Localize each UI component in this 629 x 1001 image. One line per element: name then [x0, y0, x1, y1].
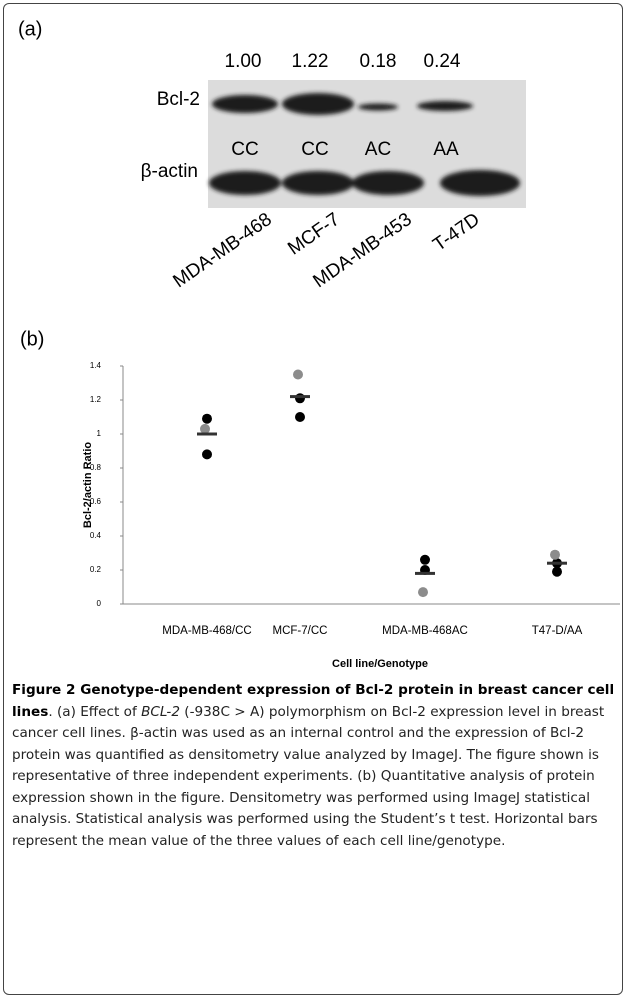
x-tick-label: MDA-MB-468AC	[382, 625, 468, 637]
data-point	[418, 587, 428, 597]
cell-line-label: T-47D	[429, 209, 483, 256]
cell-line-label: MCF-7	[284, 209, 344, 260]
mean-bar	[197, 433, 217, 436]
data-point	[550, 550, 560, 560]
data-point	[202, 414, 212, 424]
genotype-label: AA	[433, 139, 459, 160]
caption-gene: BCL-2	[141, 704, 180, 720]
y-tick-label: 1.2	[90, 395, 102, 404]
figure-caption: Figure 2 Genotype-dependent expression o…	[12, 680, 620, 852]
x-axis-title: Cell line/Genotype	[332, 658, 428, 670]
mean-bar	[290, 395, 310, 398]
x-tick-label: MDA-MB-468/CC	[162, 625, 251, 637]
mean-bar	[415, 572, 435, 575]
row-label: β-actin	[141, 161, 198, 182]
data-point	[200, 424, 210, 434]
cell-line-label: MDA-MB-468	[169, 209, 275, 292]
y-tick-label: 0.4	[90, 531, 102, 540]
densitometry-value: 0.18	[360, 51, 397, 72]
y-tick-label: 0	[97, 599, 102, 608]
densitometry-value: 1.00	[225, 51, 262, 72]
panel-label: (a)	[18, 18, 42, 40]
densitometry-value: 1.22	[292, 51, 329, 72]
y-tick-label: 1	[97, 429, 102, 438]
data-point	[293, 370, 303, 380]
y-axis-title: Bcl-2/actin Ratio	[82, 442, 94, 528]
y-tick-label: 0.2	[90, 565, 102, 574]
densitometry-value: 0.24	[424, 51, 461, 72]
figure: (a) 1.00 1.22 0.18 0.24 Bcl-2 β-actin CC CC AC AA…	[0, 0, 629, 680]
page: (a) 1.00 1.22 0.18 0.24 Bcl-2 β-actin CC CC AC AA…	[0, 0, 629, 1001]
mean-bar	[547, 562, 567, 565]
data-point	[420, 555, 430, 565]
caption-text: (-938C > A) polymorphism on Bcl-2 expres…	[12, 704, 604, 849]
x-tick-label: MCF-7/CC	[273, 625, 328, 637]
data-point	[295, 393, 305, 403]
x-tick-label: T47-D/AA	[532, 625, 583, 637]
row-label: Bcl-2	[157, 89, 200, 110]
y-tick-label: 1.4	[90, 361, 102, 370]
data-point	[202, 449, 212, 459]
panel-label: (b)	[20, 328, 44, 350]
data-point	[295, 412, 305, 422]
genotype-label: CC	[231, 139, 258, 160]
caption-text: . (a) Effect of	[48, 704, 141, 720]
genotype-label: CC	[301, 139, 328, 160]
genotype-label: AC	[365, 139, 391, 160]
data-point	[552, 567, 562, 577]
